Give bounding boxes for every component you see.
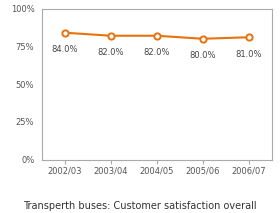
Text: 80.0%: 80.0% — [190, 51, 216, 60]
Text: 81.0%: 81.0% — [235, 50, 262, 59]
Text: Transperth buses: Customer satisfaction overall: Transperth buses: Customer satisfaction … — [23, 201, 257, 211]
Text: 82.0%: 82.0% — [98, 48, 124, 57]
Text: 84.0%: 84.0% — [52, 45, 78, 54]
Text: 82.0%: 82.0% — [144, 48, 170, 57]
